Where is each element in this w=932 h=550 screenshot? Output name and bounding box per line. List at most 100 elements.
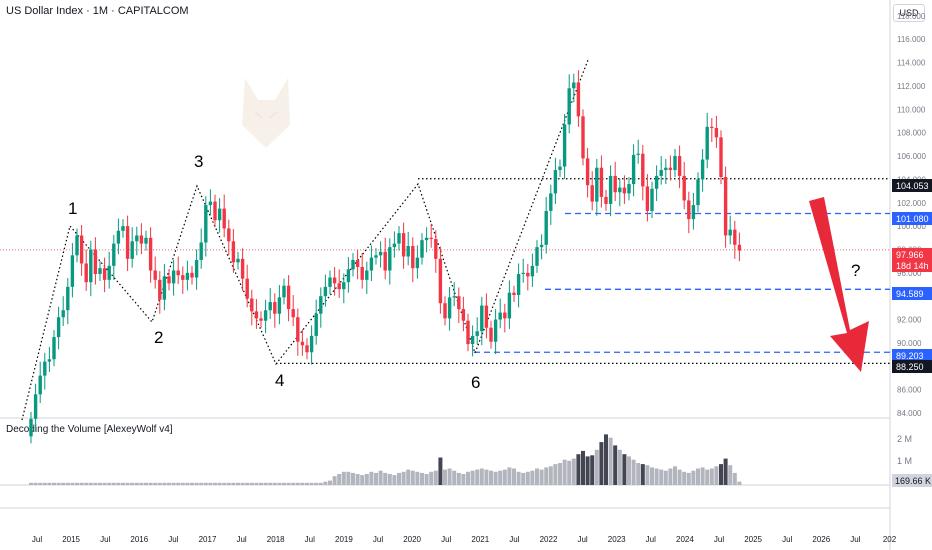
candle-body [618,187,622,193]
volume-bar [52,482,56,485]
candle-body [38,375,42,395]
candle-body [664,167,668,171]
volume-bar [351,472,355,485]
volume-bar [594,449,599,485]
candle-body [52,337,56,360]
candle-body [668,167,673,171]
volume-bar [305,482,309,485]
candle-body [268,302,272,311]
volume-bar [88,482,93,485]
volume-bar [286,482,291,485]
candle-body [121,226,125,231]
candle-body [401,233,406,257]
volume-bar [438,457,443,485]
volume-bar [65,482,70,485]
volume-bar [75,482,79,485]
time-tick-label: 202 [883,535,897,544]
candle-body [300,341,305,346]
candle-body [687,200,691,220]
candle-body [475,331,479,336]
candle-body [424,237,429,241]
pattern-label-3: 3 [194,152,203,171]
volume-bar [567,460,572,485]
tag-89: 89.203 [896,351,924,361]
candle-body [102,268,107,280]
tag-countdown: 18d 14h [896,261,929,271]
volume-bar [374,472,378,485]
candle-body [539,244,544,248]
candle-body [599,167,604,197]
volume-bar [530,470,535,485]
volume-bar [475,469,480,485]
volume-bar [562,459,567,485]
candle-body [171,270,176,284]
volume-bar [645,465,650,485]
time-axis[interactable]: Jul 2015 Jul 2016 Jul 2017 Jul 2018 Jul 2019 Jul 20… [32,535,897,544]
candle-body [457,296,461,310]
volume-bar [70,482,75,485]
candle-body [346,269,351,283]
time-tick-label: Jul [32,535,42,544]
candle-body [291,309,295,318]
volume-bar [654,468,659,485]
volume-bar [282,482,286,485]
time-tick-label: 2015 [62,535,80,544]
candle-body [240,258,245,279]
candle-body [530,265,535,277]
volume-bar [277,482,282,485]
candle-body [696,179,700,206]
candle-body [544,210,548,245]
volume-bar [98,482,102,485]
volume-bar [121,482,125,485]
volume-bar [456,472,461,485]
candle-body [332,277,337,284]
time-tick-label: 2025 [744,535,762,544]
volume-bar [617,449,622,485]
time-tick-label: Jul [782,535,792,544]
volume-bar [249,482,254,485]
candle-body [213,201,217,221]
tag-101: 101.080 [896,214,929,224]
candle-body [89,249,93,283]
candle-body [613,175,617,193]
candle-body [135,235,139,242]
currency-button[interactable]: USD [893,4,925,22]
candle-body [521,272,525,275]
volume-bar [608,437,613,485]
volume-tick-1m: 1 M [897,456,912,466]
candle-body [622,187,627,194]
candle-body [567,88,571,125]
candle-body [305,345,309,353]
candle-body [714,128,719,138]
volume-bar [719,464,723,485]
pattern-label-2: 2 [154,328,163,347]
candle-body [673,156,677,171]
volume-bar [79,482,84,485]
candle-body [723,177,728,236]
volume-bar [631,459,636,485]
volume-bar [295,482,300,485]
time-tick-label: 2017 [199,535,217,544]
price-tick-label: 102.000 [897,199,926,208]
candle-body [328,277,332,287]
volume-bar [107,482,112,485]
candle-body [139,235,144,244]
time-tick-label: 2016 [130,535,148,544]
price-tick-label: 84.000 [897,409,922,418]
volume-bar [185,482,190,485]
volume-bar [300,482,305,485]
candle-body [75,235,79,256]
price-tick-label: 112.000 [897,82,926,91]
candle-body [259,318,263,321]
tag-current: 97.966 [896,250,924,260]
volume-bar [254,482,259,485]
candle-body [309,335,314,353]
volume-bar [599,442,604,485]
candle-body [516,274,521,296]
volume-bar [171,482,176,485]
volume-bar [406,469,411,485]
time-tick-label: 2024 [676,535,694,544]
time-tick-label: 2021 [471,535,489,544]
candle-body [263,310,268,321]
